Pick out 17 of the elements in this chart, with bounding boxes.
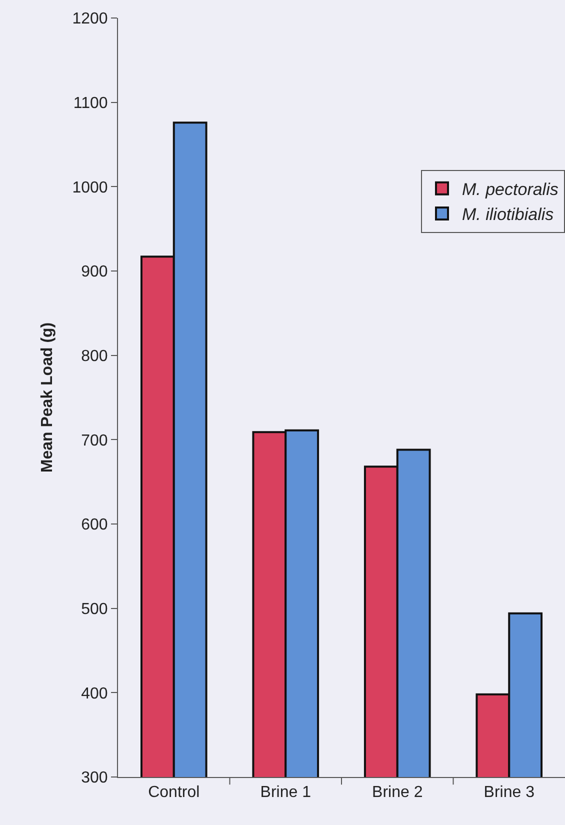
y-tick-label: 400 <box>81 685 108 702</box>
x-tick-label: Brine 2 <box>372 784 423 802</box>
y-tick-label: 700 <box>81 432 108 450</box>
x-tick-label: Brine 3 <box>484 784 535 802</box>
y-tick-label: 800 <box>81 348 108 365</box>
y-tick-label: 500 <box>81 600 108 618</box>
y-tick-label: 300 <box>81 770 108 787</box>
legend-label: M. iliotibialis <box>462 205 554 224</box>
y-tick-label: 600 <box>81 516 108 534</box>
y-tick-label: 1200 <box>72 10 108 28</box>
y-tick-label: 900 <box>81 264 108 281</box>
legend-label: M. pectoralis <box>462 180 559 199</box>
x-tick-label: Brine 1 <box>260 784 312 802</box>
y-tick-label: 1000 <box>72 179 108 196</box>
y-tick-label: 1100 <box>73 94 108 112</box>
x-tick-label: Control <box>148 784 200 802</box>
y-axis-title: Mean Peak Load (g) <box>39 322 56 473</box>
